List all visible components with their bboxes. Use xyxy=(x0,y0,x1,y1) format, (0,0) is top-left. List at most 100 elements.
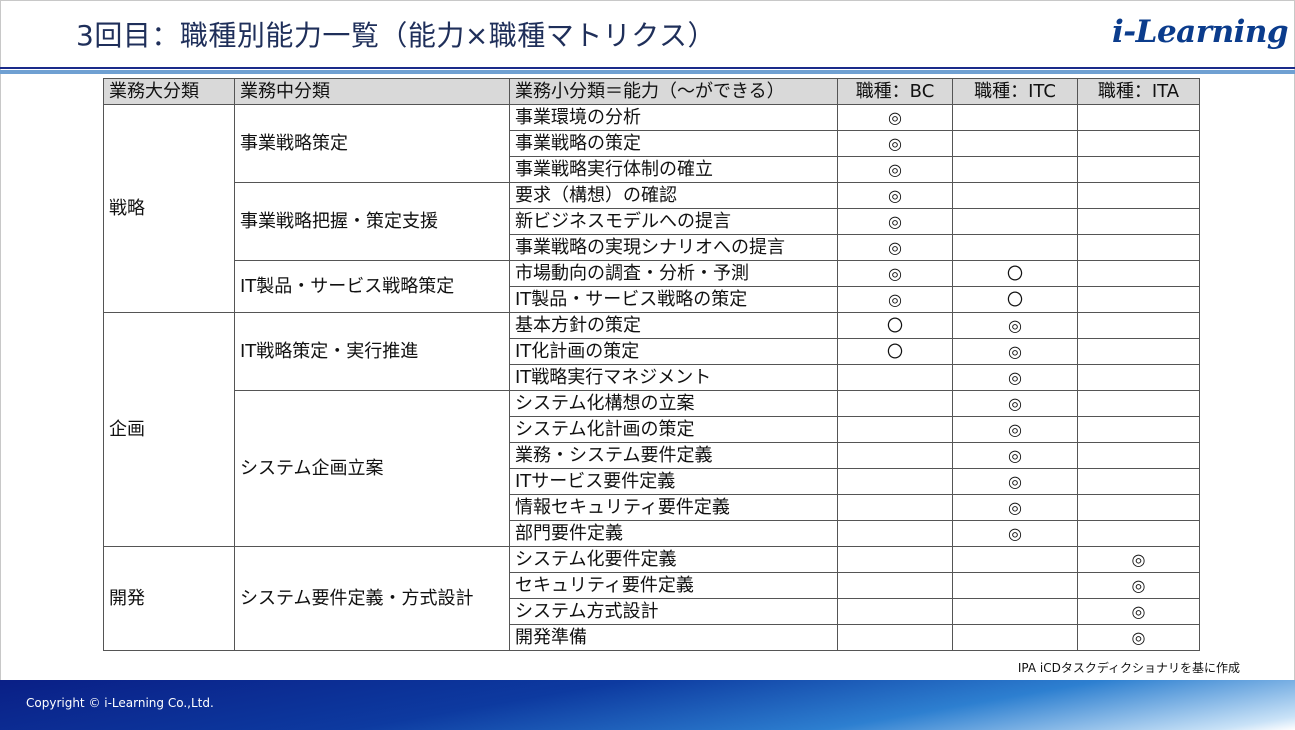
ability-cell: 基本方針の策定 xyxy=(509,312,838,339)
skill-matrix-table: 業務大分類 業務中分類 業務小分類＝能力（～ができる） 職種：BC 職種：ITC… xyxy=(103,78,1200,651)
itc-mark-cell xyxy=(952,624,1078,651)
bc-mark-cell xyxy=(837,468,953,495)
ability-cell: 市場動向の調査・分析・予測 xyxy=(509,260,838,287)
ability-cell: セキュリティ要件定義 xyxy=(509,572,838,599)
ita-mark-cell xyxy=(1077,338,1200,365)
col-header-middle: 業務中分類 xyxy=(234,78,510,105)
ita-mark-cell xyxy=(1077,416,1200,443)
bc-mark-cell: ◎ xyxy=(837,156,953,183)
table-row: 事業戦略の策定 ◎ xyxy=(104,130,1200,157)
bc-mark-cell: ◎ xyxy=(837,234,953,261)
ability-cell: IT化計画の策定 xyxy=(509,338,838,365)
header-divider xyxy=(0,67,1295,69)
bc-mark-cell xyxy=(837,572,953,599)
ita-mark-cell xyxy=(1077,208,1200,235)
ability-cell: IT戦略実行マネジメント xyxy=(509,364,838,391)
col-header-itc: 職種：ITC xyxy=(952,78,1078,105)
ita-mark-cell xyxy=(1077,260,1200,287)
ita-mark-cell xyxy=(1077,364,1200,391)
table-row: 事業戦略把握・策定支援 要求（構想）の確認 ◎ xyxy=(104,182,1200,261)
itc-mark-cell: ◎ xyxy=(952,364,1078,391)
col-header-ita: 職種：ITA xyxy=(1077,78,1200,105)
bc-mark-cell: ◎ xyxy=(837,104,953,131)
ability-cell: システム化計画の策定 xyxy=(509,416,838,443)
page-title: 3回目：職種別能力一覧（能力×職種マトリクス） xyxy=(76,19,716,52)
bc-mark-cell xyxy=(837,520,953,547)
itc-mark-cell xyxy=(952,156,1078,183)
itc-mark-cell xyxy=(952,130,1078,157)
middle-category-cell: 事業戦略策定 xyxy=(234,104,510,183)
table-row: 部門要件定義 ◎ xyxy=(104,520,1200,547)
middle-category-cell: IT戦略策定・実行推進 xyxy=(234,312,510,391)
ita-mark-cell: ◎ xyxy=(1077,572,1200,599)
bc-mark-cell: ◎ xyxy=(837,182,953,209)
bc-mark-cell: 〇 xyxy=(837,312,953,339)
itc-mark-cell xyxy=(952,546,1078,573)
ita-mark-cell xyxy=(1077,182,1200,209)
bc-mark-cell: ◎ xyxy=(837,208,953,235)
major-category-cell: 企画 xyxy=(103,312,235,547)
ita-mark-cell xyxy=(1077,494,1200,521)
ability-cell: 事業戦略の策定 xyxy=(509,130,838,157)
source-note: IPA iCDタスクディクショナリを基に作成 xyxy=(1017,661,1240,675)
table-row: 戦略 事業戦略策定 事業環境の分析 ◎ xyxy=(103,104,1200,313)
ability-cell: システム方式設計 xyxy=(509,598,838,625)
ability-cell: 業務・システム要件定義 xyxy=(509,442,838,469)
bc-mark-cell xyxy=(837,546,953,573)
table-row: システム企画立案 システム化構想の立案 ◎ xyxy=(104,390,1200,547)
ita-mark-cell xyxy=(1077,104,1200,131)
itc-mark-cell: ◎ xyxy=(952,520,1078,547)
ita-mark-cell: ◎ xyxy=(1077,598,1200,625)
ita-mark-cell xyxy=(1077,468,1200,495)
ita-mark-cell xyxy=(1077,442,1200,469)
bc-mark-cell xyxy=(837,494,953,521)
itc-mark-cell: ◎ xyxy=(952,312,1078,339)
itc-mark-cell: ◎ xyxy=(952,468,1078,495)
ability-cell: ITサービス要件定義 xyxy=(509,468,838,495)
bc-mark-cell xyxy=(837,390,953,417)
itc-mark-cell xyxy=(952,572,1078,599)
table-header-row: 業務大分類 業務中分類 業務小分類＝能力（～ができる） 職種：BC 職種：ITC… xyxy=(103,78,1200,105)
bc-mark-cell xyxy=(837,598,953,625)
table-row: 開発 システム要件定義・方式設計 システム化要件定義 ◎ xyxy=(103,546,1200,651)
col-header-bc: 職種：BC xyxy=(837,78,953,105)
itc-mark-cell: ◎ xyxy=(952,338,1078,365)
bc-mark-cell xyxy=(837,416,953,443)
ability-cell: 情報セキュリティ要件定義 xyxy=(509,494,838,521)
table-row: IT製品・サービス戦略策定 市場動向の調査・分析・予測 ◎ 〇 xyxy=(104,260,1200,313)
ita-mark-cell xyxy=(1077,286,1200,313)
middle-category-cell: システム企画立案 xyxy=(234,390,510,547)
itc-mark-cell: ◎ xyxy=(952,390,1078,417)
ability-cell: 事業戦略実行体制の確立 xyxy=(509,156,838,183)
itc-mark-cell xyxy=(952,234,1078,261)
table-row: システム化計画の策定 ◎ xyxy=(104,416,1200,443)
ability-cell: 要求（構想）の確認 xyxy=(509,182,838,209)
i-learning-logo: i-Learning xyxy=(1112,14,1289,50)
bc-mark-cell xyxy=(837,624,953,651)
table-row: セキュリティ要件定義 ◎ xyxy=(104,572,1200,599)
itc-mark-cell: ◎ xyxy=(952,416,1078,443)
ita-mark-cell: ◎ xyxy=(1077,546,1200,573)
middle-category-cell: 事業戦略把握・策定支援 xyxy=(234,182,510,261)
ita-mark-cell xyxy=(1077,156,1200,183)
itc-mark-cell xyxy=(952,104,1078,131)
itc-mark-cell xyxy=(952,598,1078,625)
itc-mark-cell: ◎ xyxy=(952,494,1078,521)
col-header-major: 業務大分類 xyxy=(103,78,235,105)
table-row: IT製品・サービス戦略の策定 ◎ 〇 xyxy=(104,286,1200,313)
table-row: 新ビジネスモデルへの提言 ◎ xyxy=(104,208,1200,235)
ita-mark-cell: ◎ xyxy=(1077,624,1200,651)
ita-mark-cell xyxy=(1077,130,1200,157)
major-category-cell: 開発 xyxy=(103,546,235,651)
bc-mark-cell: ◎ xyxy=(837,286,953,313)
itc-mark-cell xyxy=(952,208,1078,235)
ability-cell: 開発準備 xyxy=(509,624,838,651)
ability-cell: 事業環境の分析 xyxy=(509,104,838,131)
ita-mark-cell xyxy=(1077,312,1200,339)
itc-mark-cell: ◎ xyxy=(952,442,1078,469)
ita-mark-cell xyxy=(1077,390,1200,417)
ability-cell: 部門要件定義 xyxy=(509,520,838,547)
bc-mark-cell: ◎ xyxy=(837,260,953,287)
ability-cell: システム化要件定義 xyxy=(509,546,838,573)
ability-cell: IT製品・サービス戦略の策定 xyxy=(509,286,838,313)
